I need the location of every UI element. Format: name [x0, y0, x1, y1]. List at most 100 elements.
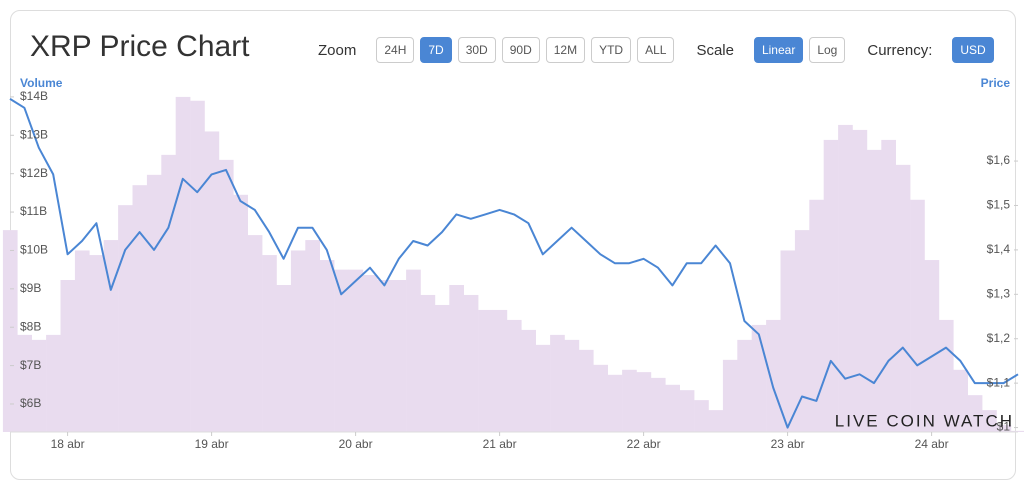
volume-bar [449, 284, 464, 432]
zoom-button[interactable]: 24H [376, 37, 415, 63]
x-tick-label: 18 abr [51, 437, 85, 451]
chart: $6B $7B $8B $9B $10B $11B $12B $13B $14B $1 $1,1 $1… [2, 76, 1024, 451]
scale-button[interactable]: Log [809, 37, 846, 63]
y-tick-label: $14B [20, 89, 48, 103]
volume-bar [794, 230, 810, 432]
volume-bar [593, 364, 608, 432]
volume-bar [953, 369, 968, 432]
volume-bar [31, 339, 47, 432]
volume-bar [276, 284, 292, 432]
y-tick-label: $9B [20, 281, 41, 295]
y2-tick-label: $1,6 [987, 153, 1011, 167]
scale-label: Scale [696, 41, 734, 59]
volume-bar [665, 384, 680, 432]
zoom-button[interactable]: YTD [591, 37, 632, 63]
y2-tick-label: $1,3 [987, 286, 1011, 300]
volume-bar [218, 159, 234, 432]
zoom-buttons: 24H 7D 30D 90D 12M YTD ALL [376, 37, 675, 63]
y2-tick-label: $1,1 [987, 375, 1011, 389]
y2-tick-label: $1,5 [987, 198, 1011, 212]
volume-bar [866, 149, 882, 432]
volume-bar [2, 230, 18, 432]
volume-bar [17, 334, 32, 432]
price-line [9, 98, 1019, 429]
zoom-button[interactable]: 7D [420, 37, 452, 63]
volume-bar [780, 250, 796, 432]
volume-bar [535, 344, 551, 432]
volume-bar [1010, 430, 1024, 432]
volume-bar [478, 309, 493, 432]
volume-bar [463, 294, 479, 432]
volume-bar [737, 339, 752, 432]
x-tick-label: 19 abr [195, 437, 229, 451]
volume-bar [89, 255, 104, 432]
volume-bar [46, 334, 61, 432]
volume-bar [650, 377, 666, 432]
volume-bar [348, 269, 364, 432]
volume-bar [434, 304, 450, 432]
y-tick-label: $13B [20, 127, 48, 141]
volume-bar [492, 309, 508, 432]
volume-bar [550, 334, 565, 432]
y2-tick-label: $1 [997, 420, 1011, 434]
x-tick-label: 20 abr [339, 437, 373, 451]
zoom-button[interactable]: 12M [545, 37, 586, 63]
y-tick-label: $7B [20, 358, 41, 372]
volume-bar [722, 359, 738, 432]
x-tick-label: 21 abr [483, 437, 517, 451]
volume-bar [881, 139, 896, 432]
currency-buttons: USD [952, 37, 994, 63]
currency-button[interactable]: USD [952, 37, 994, 63]
x-tick-label: 24 abr [915, 437, 949, 451]
chart-title: XRP Price Chart [30, 30, 250, 63]
volume-bar [521, 329, 536, 432]
volume-bar [290, 250, 306, 432]
zoom-button[interactable]: ALL [637, 37, 675, 63]
volume-bar [967, 395, 983, 432]
volume-bar [823, 139, 839, 432]
volume-bar [924, 260, 940, 432]
volume-bar [982, 410, 997, 432]
volume-bar [377, 280, 392, 432]
volume-bar [60, 280, 76, 432]
volume-bar [578, 349, 594, 432]
volume-bar [420, 294, 436, 432]
y-tick-label: $8B [20, 319, 41, 333]
x-tick-label: 23 abr [771, 437, 805, 451]
volume-bar [190, 100, 205, 433]
scale-buttons: Linear Log [753, 37, 846, 63]
volume-bar [319, 260, 335, 432]
controls: Zoom 24H 7D 30D 90D 12M YTD ALL Scale Linear Log Cu… [318, 37, 1016, 63]
volume-bar [506, 319, 522, 432]
volume-bar [766, 319, 781, 432]
volume-bar [175, 96, 191, 432]
volume-bar [406, 269, 421, 432]
volume-bar [74, 250, 90, 432]
volume-bar [262, 255, 277, 432]
zoom-label: Zoom [318, 41, 357, 59]
volume-bar [103, 240, 119, 432]
volume-bar [838, 124, 853, 432]
volume-bar [607, 374, 623, 432]
scale-button[interactable]: Linear [753, 37, 804, 63]
volume-bar [996, 425, 1012, 432]
volume-bar [161, 154, 176, 432]
y2-axis-title: Price [981, 76, 1011, 90]
y-tick-label: $10B [20, 243, 48, 257]
volume-bar [910, 199, 925, 432]
x-tick-label: 22 abr [627, 437, 661, 451]
volume-bar [247, 235, 263, 432]
volume-bar [334, 269, 349, 432]
credit: LIVE COIN WATCH [835, 411, 1014, 430]
volume-bar [233, 194, 248, 432]
volume-bar [751, 324, 767, 432]
y2-tick-label: $1,2 [987, 331, 1011, 345]
y2-tick-label: $1,4 [987, 242, 1011, 256]
zoom-button[interactable]: 90D [501, 37, 540, 63]
volume-bar [938, 319, 954, 432]
page: {"controls": {"title": "XRP Price Chart"… [2, 10, 1024, 480]
volume-bar [305, 240, 320, 432]
volume-bar [362, 275, 378, 432]
zoom-button[interactable]: 30D [457, 37, 496, 63]
volume-bar [694, 400, 709, 432]
